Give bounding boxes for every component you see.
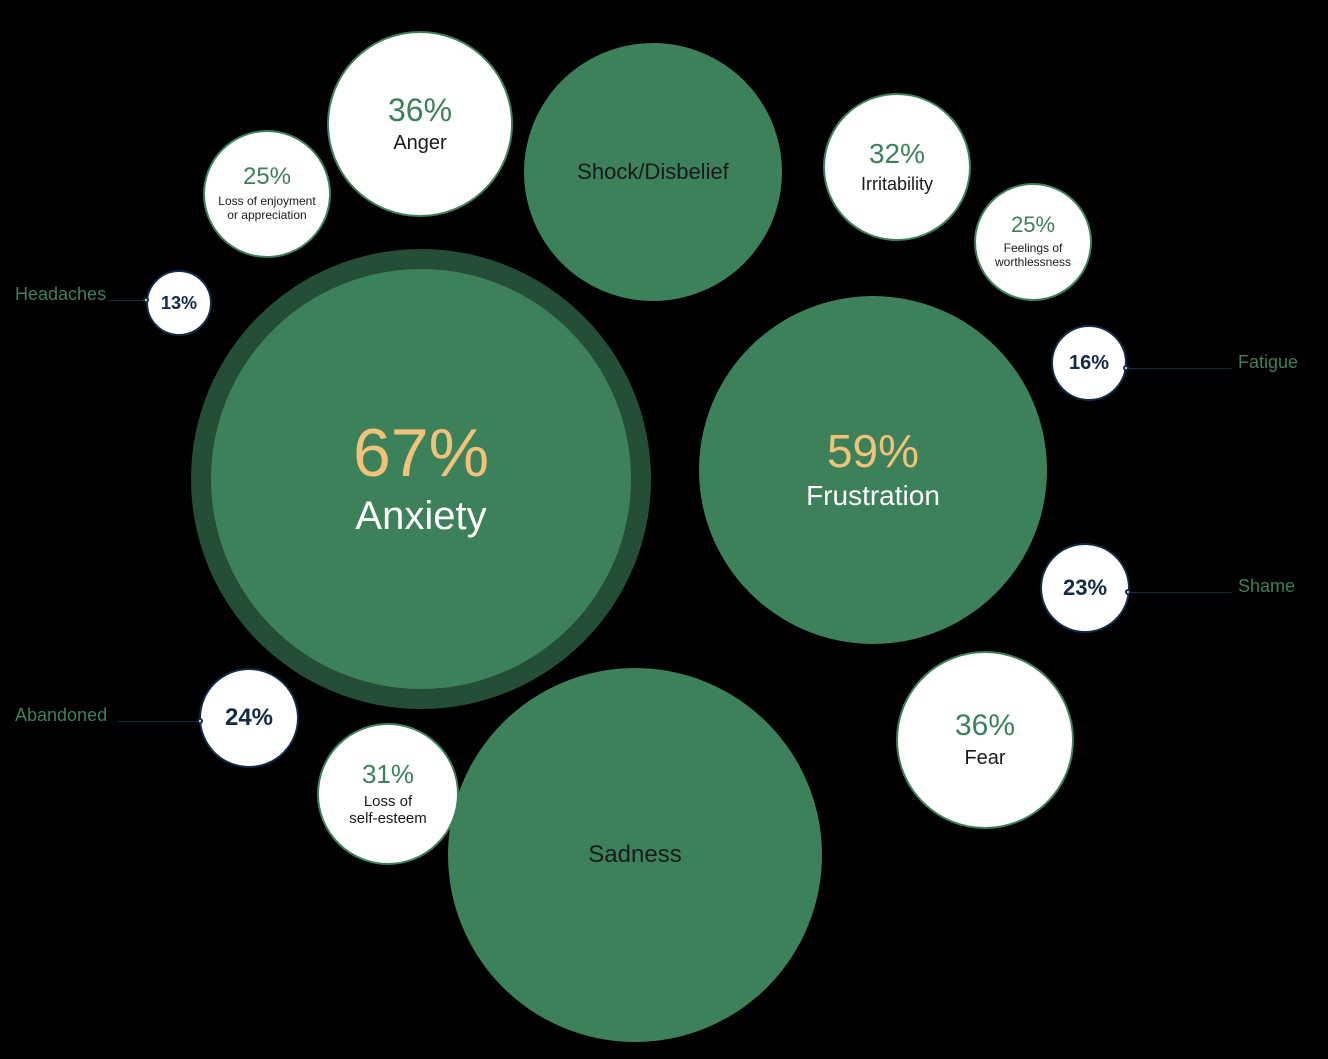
bubble-anger: 36% Anger [327, 31, 513, 217]
loss-enjoyment-pct: 25% [243, 165, 291, 189]
fatigue-pct: 16% [1069, 353, 1109, 373]
callout-dot [1125, 589, 1131, 595]
bubble-abandoned: 24% [199, 668, 299, 768]
loss-enjoyment-label: Loss of enjoyment or appreciation [218, 195, 315, 223]
fear-label: Fear [964, 747, 1005, 770]
self-esteem-label: Loss of self-esteem [349, 793, 427, 828]
callout-dot [143, 297, 149, 303]
bubble-shame: 23% [1040, 543, 1130, 633]
callout-headaches-label: Headaches [15, 284, 106, 305]
bubble-frustration: 59% Frustration [699, 296, 1047, 644]
shock-label: Shock/Disbelief [577, 159, 729, 184]
anxiety-label: Anxiety [355, 493, 486, 539]
bubble-fatigue: 16% [1051, 325, 1127, 401]
irritability-label: Irritability [861, 174, 933, 195]
callout-line [1126, 368, 1232, 369]
callout-fatigue-label: Fatigue [1238, 352, 1298, 373]
callout-line [1128, 592, 1232, 593]
callout-dot [197, 718, 203, 724]
bubble-shock: Shock/Disbelief [524, 43, 782, 301]
bubble-fear: 36% Fear [896, 651, 1074, 829]
callout-line [108, 300, 146, 301]
callout-shame-label: Shame [1238, 576, 1295, 597]
fear-pct: 36% [955, 711, 1015, 741]
bubble-self-esteem: 31% Loss of self-esteem [317, 723, 459, 865]
irritability-pct: 32% [869, 140, 925, 168]
anger-label: Anger [393, 132, 446, 155]
self-esteem-pct: 31% [362, 761, 414, 787]
frustration-pct: 59% [827, 428, 919, 474]
worthlessness-label: Feelings of worthlessness [995, 242, 1071, 270]
callout-dot [1123, 365, 1129, 371]
bubble-headaches: 13% [146, 270, 212, 336]
callout-abandoned-label: Abandoned [15, 705, 107, 726]
sadness-label: Sadness [588, 841, 681, 869]
anxiety-pct: 67% [353, 419, 489, 487]
bubble-loss-enjoyment: 25% Loss of enjoyment or appreciation [203, 130, 331, 258]
bubble-worthlessness: 25% Feelings of worthlessness [974, 183, 1092, 301]
headaches-pct: 13% [161, 294, 197, 312]
frustration-label: Frustration [806, 480, 940, 512]
shame-pct: 23% [1063, 577, 1107, 599]
anger-pct: 36% [388, 94, 452, 126]
callout-line [118, 721, 200, 722]
bubble-anxiety: 67% Anxiety [211, 269, 631, 689]
bubble-irritability: 32% Irritability [823, 93, 971, 241]
worthlessness-pct: 25% [1011, 214, 1055, 236]
bubble-chart: 67% Anxiety 59% Frustration Sadness Shoc… [0, 0, 1328, 1059]
abandoned-pct: 24% [225, 706, 273, 730]
bubble-sadness: Sadness [448, 668, 822, 1042]
